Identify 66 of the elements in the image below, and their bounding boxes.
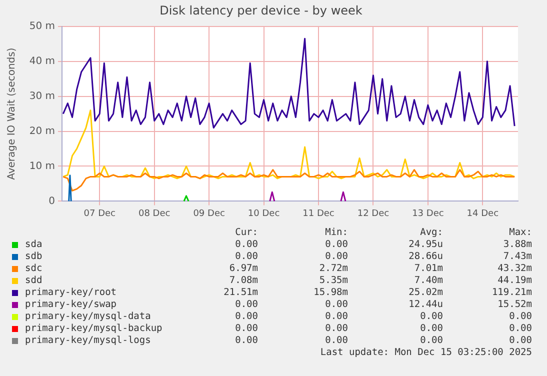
x-tick-label: 09 Dec bbox=[193, 208, 225, 219]
text: 25.02m bbox=[408, 287, 443, 298]
legend-label: sdd bbox=[25, 275, 42, 286]
text: 0.00 bbox=[324, 311, 348, 322]
y-tick-label: 40 m bbox=[29, 56, 55, 67]
x-tick-label: 10 Dec bbox=[248, 208, 280, 219]
x-tick-label: 07 Dec bbox=[84, 208, 116, 219]
text: Cur: bbox=[234, 227, 258, 238]
text: 21.51m bbox=[222, 287, 258, 298]
y-tick-label: 20 m bbox=[29, 126, 55, 137]
legend-label: primary-key/swap bbox=[25, 299, 117, 310]
text: 0.00 bbox=[324, 299, 348, 310]
text: 0.00 bbox=[234, 299, 258, 310]
x-tick-label: 14 Dec bbox=[466, 208, 499, 219]
text: 0.00 bbox=[324, 239, 348, 250]
y-tick-label: 10 m bbox=[29, 160, 55, 172]
text: 5.35m bbox=[318, 275, 348, 286]
legend-label: primary-key/mysql-logs bbox=[25, 335, 151, 346]
text: 44.19m bbox=[496, 275, 532, 286]
x-tick-label: 08 Dec bbox=[138, 208, 170, 219]
text: Max: bbox=[508, 227, 532, 238]
text: 6.97m bbox=[228, 263, 258, 274]
x-tick-label: 11 Dec bbox=[302, 208, 334, 219]
legend-label: sda bbox=[25, 239, 42, 250]
text: 7.01m bbox=[413, 263, 443, 274]
text: 0.00 bbox=[324, 335, 348, 346]
text: 7.40m bbox=[413, 275, 443, 286]
text: 0.00 bbox=[234, 335, 258, 346]
text: 28.66u bbox=[408, 251, 443, 262]
text: 0.00 bbox=[234, 251, 258, 262]
y-tick-label: 0 bbox=[48, 196, 55, 207]
y-tick-label: 50 m bbox=[29, 20, 55, 32]
text: 15.52m bbox=[496, 299, 532, 310]
text: 0.00 bbox=[324, 323, 348, 334]
text: 0.00 bbox=[508, 335, 532, 346]
text: 0.00 bbox=[234, 239, 258, 250]
text: 7.08m bbox=[228, 275, 258, 286]
text: 0.00 bbox=[234, 323, 258, 334]
text: 12.44u bbox=[408, 299, 443, 310]
text: 0.00 bbox=[234, 311, 258, 322]
text: 2.72m bbox=[318, 263, 348, 274]
text: 0.00 bbox=[419, 323, 443, 334]
legend-label: primary-key/mysql-backup bbox=[25, 323, 162, 334]
chart-title: Disk latency per device - by week bbox=[160, 3, 362, 18]
text: 0.00 bbox=[508, 323, 532, 334]
text: 0.00 bbox=[508, 311, 532, 322]
text: 0.00 bbox=[324, 251, 348, 262]
text: Min: bbox=[324, 227, 348, 238]
y-axis-title: Average IO Wait (seconds) bbox=[6, 48, 18, 180]
text: 0.00 bbox=[419, 311, 443, 322]
text: 119.21m bbox=[490, 287, 532, 298]
text: Avg: bbox=[419, 227, 443, 238]
x-tick-label: 12 Dec bbox=[357, 208, 390, 219]
text: 15.98m bbox=[312, 287, 348, 298]
x-tick-label: 13 Dec bbox=[412, 208, 444, 219]
text: Last update: Mon Dec 15 03:25:00 2025 bbox=[320, 347, 532, 358]
text: 43.32m bbox=[496, 263, 532, 274]
text: 7.43m bbox=[502, 251, 532, 262]
y-tick-label: 30 m bbox=[29, 90, 55, 102]
text: 24.95u bbox=[408, 239, 443, 250]
legend-label: sdc bbox=[25, 263, 42, 274]
text: 3.88m bbox=[502, 239, 532, 250]
legend-label: primary-key/mysql-data bbox=[25, 311, 151, 322]
legend-label: primary-key/root bbox=[25, 287, 117, 298]
legend-label: sdb bbox=[25, 251, 42, 262]
text: 0.00 bbox=[419, 335, 443, 346]
